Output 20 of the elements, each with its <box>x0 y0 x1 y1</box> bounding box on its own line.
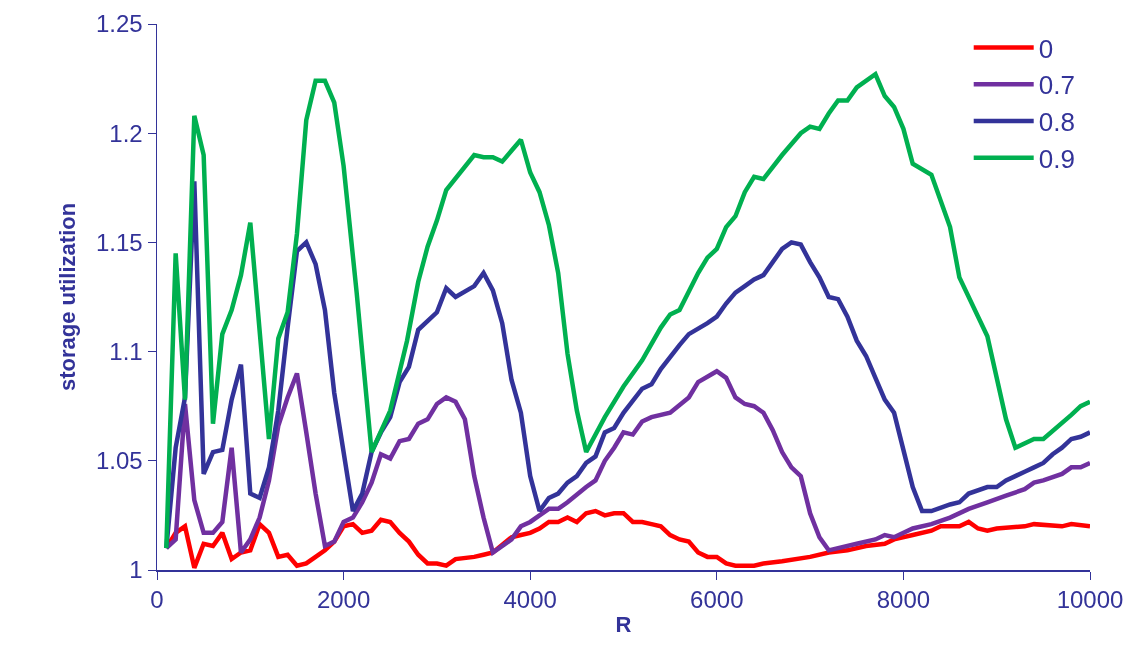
y-tick-label: 1.25 <box>95 10 143 38</box>
y-axis-title: storage utilization <box>55 202 81 392</box>
y-tick-label: 1.1 <box>109 338 143 365</box>
x-tick-label: 8000 <box>876 586 931 614</box>
x-axis-title: R <box>615 611 632 637</box>
x-tick-label: 6000 <box>690 586 744 614</box>
x-tick-label: 2000 <box>316 586 371 614</box>
x-tick-label: 10000 <box>1056 586 1124 614</box>
y-tick-label: 1.05 <box>95 447 143 475</box>
legend-label: 0.9 <box>1038 143 1075 174</box>
x-tick-label: 0 <box>150 586 164 614</box>
legend-label: 0.7 <box>1038 70 1075 101</box>
legend-label: 0 <box>1038 33 1054 64</box>
y-tick-label: 1 <box>129 556 143 584</box>
legend-label: 0.8 <box>1038 107 1075 138</box>
y-tick-label: 1.2 <box>109 119 143 147</box>
y-tick-label: 1.15 <box>95 228 143 256</box>
line-series <box>164 71 1090 551</box>
line-series <box>164 369 1090 555</box>
x-tick-label: 4000 <box>503 586 557 614</box>
